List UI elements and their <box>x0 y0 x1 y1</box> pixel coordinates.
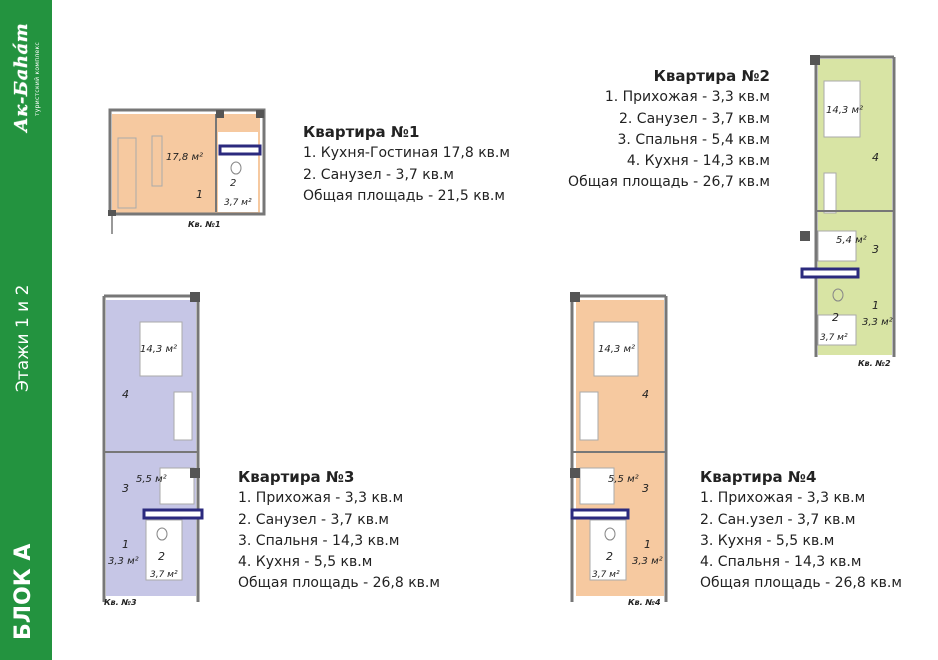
brand-subtitle: туристский комплекс <box>34 41 41 116</box>
plan-room-number: 2 <box>230 178 237 189</box>
room-line: 4. Спальня - 14,3 кв.м <box>700 554 862 571</box>
plan-area: 5,5 м² <box>608 474 639 485</box>
plan-room-number: 3 <box>642 482 649 495</box>
room-line: 4. Кухня - 14,3 кв.м <box>626 153 770 170</box>
plan-area: 5,5 м² <box>136 474 167 485</box>
plan-area: 3,3 м² <box>632 556 663 567</box>
total-area: Общая площадь - 21,5 кв.м <box>303 187 505 204</box>
room-line: 2. Санузел - 3,7 кв.м <box>303 166 454 183</box>
plan-room-number: 2 <box>832 311 839 324</box>
plan-label: Кв. №3 <box>104 598 137 607</box>
plan-room-number: 1 <box>644 538 651 551</box>
apartment-2-info: Квартира №2 1. Прихожая - 3,3 кв.м 2. Са… <box>568 66 770 194</box>
plan-room-number: 4 <box>122 388 129 401</box>
floor-plan-apartment-1: 17,8 м² 3,7 м² 1 2 Кв. №1 <box>108 108 268 236</box>
room-line: 1. Прихожая - 3,3 кв.м <box>238 490 404 507</box>
block-label: БЛОК А <box>11 543 36 640</box>
plan-room-number: 3 <box>872 243 879 256</box>
floors-label: Этажи 1 и 2 <box>13 284 33 392</box>
apartment-title: Квартира №3 <box>238 468 355 486</box>
plan-label: Кв. №4 <box>628 598 661 607</box>
plan-area: 14,3 м² <box>140 344 177 355</box>
plan-area: 14,3 м² <box>826 105 863 116</box>
plan-label: Кв. №2 <box>858 359 891 368</box>
apartment-title: Квартира №1 <box>303 123 420 141</box>
room-line: 1. Прихожая - 3,3 кв.м <box>604 89 770 106</box>
plan-room-number: 2 <box>606 550 613 563</box>
floor-plan-apartment-4: 14,3 м² 5,5 м² 3,3 м² 3,7 м² 4 3 1 2 Кв.… <box>568 292 672 614</box>
floor-plan-apartment-3: 14,3 м² 5,5 м² 3,3 м² 3,7 м² 4 3 1 2 Кв.… <box>98 292 204 614</box>
plan-area: 3,7 м² <box>592 570 620 580</box>
room-line: 1. Прихожая - 3,3 кв.м <box>700 490 866 507</box>
total-area: Общая площадь - 26,8 кв.м <box>238 575 440 592</box>
total-area: Общая площадь - 26,8 кв.м <box>700 575 902 592</box>
plan-area: 14,3 м² <box>598 344 635 355</box>
room-line: 4. Кухня - 5,5 кв.м <box>238 554 373 571</box>
apartment-title: Квартира №2 <box>653 67 770 85</box>
brand-logo: Ак-Баһа́т <box>11 22 32 132</box>
room-line: 2. Сан.узел - 3,7 кв.м <box>700 511 856 528</box>
room-line: 3. Кухня - 5,5 кв.м <box>700 532 835 549</box>
room-line: 3. Спальня - 14,3 кв.м <box>238 532 400 549</box>
apartment-title: Квартира №4 <box>700 468 817 486</box>
plan-area: 3,7 м² <box>224 198 252 208</box>
plan-room-number: 3 <box>122 482 129 495</box>
apartment-1-info: Квартира №1 1. Кухня-Гостиная 17,8 кв.м … <box>303 122 510 207</box>
plan-area: 3,7 м² <box>150 570 178 580</box>
sidebar: Ак-Баһа́т туристский комплекс Этажи 1 и … <box>0 0 52 660</box>
plan-area: 17,8 м² <box>166 152 203 163</box>
plan-area: 3,7 м² <box>820 333 848 343</box>
room-line: 2. Санузел - 3,7 кв.м <box>619 110 770 127</box>
plan-area: 5,4 м² <box>836 235 867 246</box>
plan-room-number: 1 <box>196 188 203 201</box>
total-area: Общая площадь - 26,7 кв.м <box>568 174 770 191</box>
room-line: 1. Кухня-Гостиная 17,8 кв.м <box>303 145 510 162</box>
apartment-3-info: Квартира №3 1. Прихожая - 3,3 кв.м 2. Са… <box>238 467 440 595</box>
plan-room-number: 4 <box>872 151 879 164</box>
plan-room-number: 1 <box>122 538 129 551</box>
plan-room-number: 1 <box>872 299 879 312</box>
floor-plan-apartment-2: 14,3 м² 5,4 м² 3,3 м² 3,7 м² 4 3 1 2 Кв.… <box>800 55 898 375</box>
plan-label: Кв. №1 <box>188 220 221 229</box>
plan-room-number: 4 <box>642 388 649 401</box>
plan-area: 3,3 м² <box>108 556 139 567</box>
apartment-4-info: Квартира №4 1. Прихожая - 3,3 кв.м 2. Са… <box>700 467 902 595</box>
plan-area: 3,3 м² <box>862 317 893 328</box>
plan-room-number: 2 <box>158 550 165 563</box>
room-line: 2. Санузел - 3,7 кв.м <box>238 511 389 528</box>
room-line: 3. Спальня - 5,4 кв.м <box>617 131 770 148</box>
